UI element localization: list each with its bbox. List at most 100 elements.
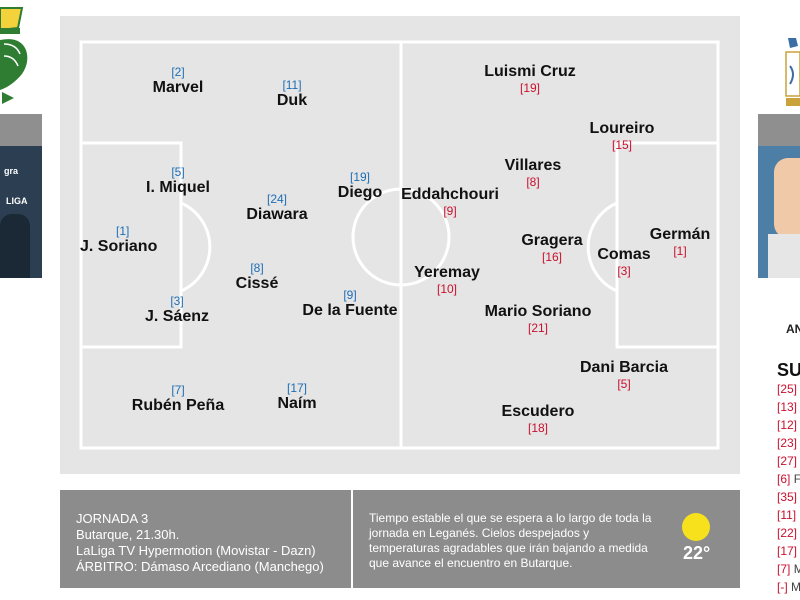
home-player-miquel: [5] I. Miquel	[128, 165, 228, 197]
sub-number: [25]	[777, 382, 798, 396]
sub-item: [25]	[777, 380, 800, 398]
sub-item: [13]	[777, 398, 800, 416]
away-player-comas: Comas [3]	[592, 246, 656, 278]
sub-number: [-]	[777, 580, 788, 594]
home-player-diego: [19] Diego	[330, 170, 390, 202]
away-player-number: [16]	[541, 250, 562, 264]
away-player-name: Comas	[597, 246, 651, 263]
home-player-number: [9]	[343, 288, 357, 302]
away-player-number: [1]	[673, 244, 687, 258]
sub-number: [11]	[777, 508, 797, 522]
home-player-de-la-fuente: [9] De la Fuente	[292, 288, 408, 320]
away-player-name: Luismi Cruz	[484, 63, 576, 80]
subs-list: [25] [13] [12] [23] [27] [6] F [35] [11] …	[777, 380, 800, 596]
home-player-name: Naím	[277, 395, 317, 412]
photo-league-text: LIGA	[6, 196, 28, 206]
away-player-number: [9]	[443, 204, 457, 218]
home-player-cisse: [8] Cissé	[227, 261, 287, 293]
sub-number: [23]	[777, 436, 798, 450]
away-player-number: [15]	[611, 138, 632, 152]
sub-number: [35]	[777, 490, 798, 504]
sub-number: [7]	[777, 562, 791, 576]
sub-name: M	[791, 580, 800, 594]
photo-sponsor-text: gra	[4, 166, 19, 176]
sub-number: [12]	[777, 418, 798, 432]
home-player-number: [2]	[171, 65, 185, 79]
away-player-number: [19]	[519, 81, 540, 95]
racing-crest-icon	[785, 38, 800, 106]
home-player-diawara: [24] Diawara	[232, 192, 322, 224]
away-player-luismi-cruz: Luismi Cruz [19]	[470, 63, 590, 95]
sub-item: [22]	[777, 524, 800, 542]
away-coach-label: AN	[786, 322, 800, 336]
sub-number: [13]	[777, 400, 798, 414]
home-player-number: [7]	[171, 383, 185, 397]
home-player-number: [3]	[170, 294, 184, 308]
home-player-number: [11]	[282, 78, 302, 92]
leganes-crest-icon	[0, 7, 28, 104]
home-player-number: [1]	[116, 224, 130, 238]
home-player-name: J. Sáenz	[144, 308, 210, 325]
pitch-lineup: [2] Marvel [11] Duk [5] I. Miquel [24] D…	[60, 16, 740, 474]
away-player-escudero: Escudero [18]	[488, 403, 588, 435]
sun-icon	[682, 513, 710, 541]
sub-item: [27]	[777, 452, 800, 470]
home-player-name: Marvel	[152, 79, 204, 96]
sub-item: [17]	[777, 542, 800, 560]
weather-panel: Tiempo estable el que se espera a lo lar…	[353, 490, 740, 588]
home-player-name: Cissé	[235, 275, 279, 292]
away-player-eddahchouri: Eddahchouri [9]	[390, 186, 510, 218]
sub-item: [7] M	[777, 560, 800, 578]
home-player-name: Rubén Peña	[131, 397, 225, 414]
home-player-name: De la Fuente	[302, 302, 398, 319]
away-player-villares: Villares [8]	[493, 157, 573, 189]
sub-name: M	[793, 562, 800, 576]
home-player-number: [8]	[250, 261, 264, 275]
sub-number: [17]	[777, 544, 798, 558]
away-player-number: [5]	[617, 377, 631, 391]
sub-item: [-] M	[777, 578, 800, 596]
home-player-name: Diego	[337, 184, 383, 201]
sub-number: [6]	[777, 472, 791, 486]
home-player-number: [19]	[349, 170, 370, 184]
sub-number: [22]	[777, 526, 798, 540]
home-player-number: [24]	[266, 192, 287, 206]
away-player-name: Dani Barcia	[579, 359, 669, 376]
home-player-number: [17]	[286, 381, 307, 395]
away-player-number: [3]	[617, 264, 631, 278]
sub-item: [35]	[777, 488, 800, 506]
home-player-name: J. Soriano	[80, 238, 158, 255]
away-player-number: [10]	[436, 282, 457, 296]
away-player-name: Gragera	[521, 232, 583, 249]
tv-broadcast: LaLiga TV Hypermotion (Movistar - Dazn)	[76, 543, 316, 558]
away-player-name: Eddahchouri	[401, 186, 499, 203]
away-player-name: Mario Soriano	[484, 303, 592, 320]
away-player-yeremay: Yeremay [10]	[402, 264, 492, 296]
away-player-number: [8]	[526, 175, 540, 189]
home-player-naim: [17] Naím	[262, 381, 332, 413]
subs-heading: SU	[777, 360, 800, 380]
away-player-name: Yeremay	[414, 264, 480, 281]
sub-item: [11]	[777, 506, 800, 524]
temperature: 22°	[683, 543, 711, 563]
away-player-number: [18]	[527, 421, 548, 435]
away-player-name: Germán	[649, 226, 711, 243]
sub-item: [12]	[777, 416, 800, 434]
referee-info: ÁRBITRO: Dámaso Arcediano (Manchego)	[76, 559, 324, 574]
pitch-lines	[79, 40, 720, 450]
home-player-name: I. Miquel	[146, 179, 210, 196]
home-player-ruben-pena: [7] Rubén Peña	[120, 383, 236, 415]
home-player-j-saenz: [3] J. Sáenz	[132, 294, 222, 326]
home-player-duk: [11] Duk	[262, 78, 322, 110]
away-coach-photo	[758, 114, 800, 278]
weather-text: Tiempo estable el que se espera a lo lar…	[369, 511, 652, 570]
away-player-gragera: Gragera [16]	[512, 232, 592, 264]
home-player-name: Duk	[276, 92, 308, 109]
match-info-panel: JORNADA 3 Butarque, 21.30h. LaLiga TV Hy…	[60, 490, 351, 588]
sub-item: [6] F	[777, 470, 800, 488]
away-player-german: Germán [1]	[640, 226, 720, 258]
sub-item: [23]	[777, 434, 800, 452]
away-player-name: Loureiro	[589, 120, 655, 137]
venue-time: Butarque, 21.30h.	[76, 527, 180, 542]
home-player-name: Diawara	[246, 206, 308, 223]
